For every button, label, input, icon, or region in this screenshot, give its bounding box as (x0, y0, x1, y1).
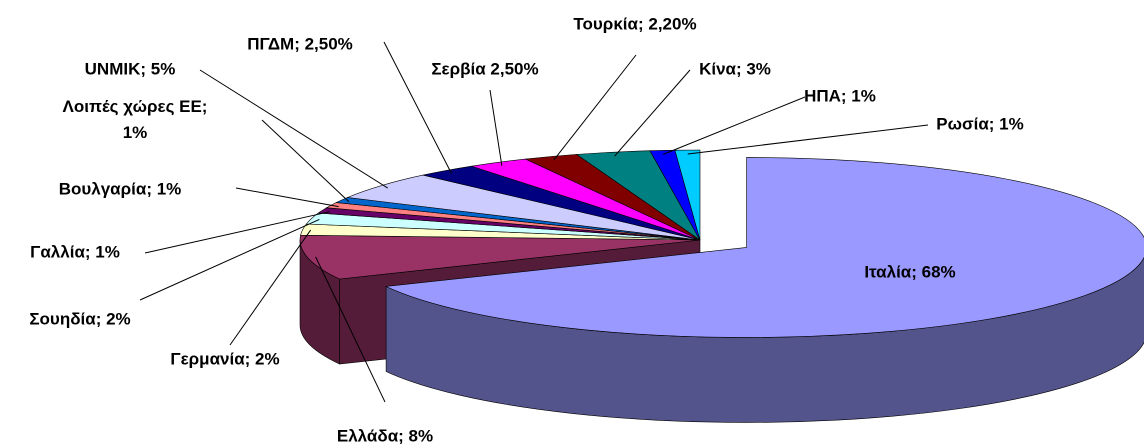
data-label: Ρωσία; 1% (936, 114, 1023, 133)
data-label-line: 1% (123, 123, 148, 142)
data-label: Σερβία 2,50% (431, 59, 538, 78)
slice (346, 174, 701, 241)
data-label: Λοιπές χώρες ΕΕ; 1% (63, 97, 208, 142)
leader-line (229, 229, 312, 346)
data-label: Ελλάδα; 8% (337, 426, 433, 445)
data-label-line: Λοιπές χώρες ΕΕ; (63, 97, 208, 116)
data-label: UNMIK; 5% (85, 59, 176, 78)
leader-line (235, 187, 339, 208)
leader-line (315, 256, 386, 403)
data-label: ΗΠΑ; 1% (804, 86, 876, 105)
leader-line (614, 69, 691, 157)
leader-line (144, 211, 330, 254)
leader-line (383, 41, 452, 174)
data-label: ΠΓΔΜ; 2,50% (247, 34, 353, 53)
leader-line (489, 89, 503, 166)
data-label: Κίνα; 3% (699, 59, 771, 78)
data-label: Σουηδία; 2% (29, 309, 130, 328)
data-label: Τουρκία; 2,20% (573, 14, 696, 33)
slice (384, 157, 1144, 338)
data-label: Ιταλία; 68% (864, 262, 955, 281)
slice (674, 149, 701, 241)
leader-line (553, 54, 637, 161)
data-label: Γερμανία; 2% (170, 349, 279, 368)
data-label: Γαλλία; 1% (30, 242, 120, 261)
leader-line (199, 69, 388, 189)
leader-line (687, 124, 929, 155)
slice (299, 234, 701, 280)
leader-line (662, 96, 806, 155)
data-label: Βουλγαρία; 1% (59, 179, 182, 198)
leader-line (139, 218, 320, 301)
leader-line (261, 119, 350, 203)
